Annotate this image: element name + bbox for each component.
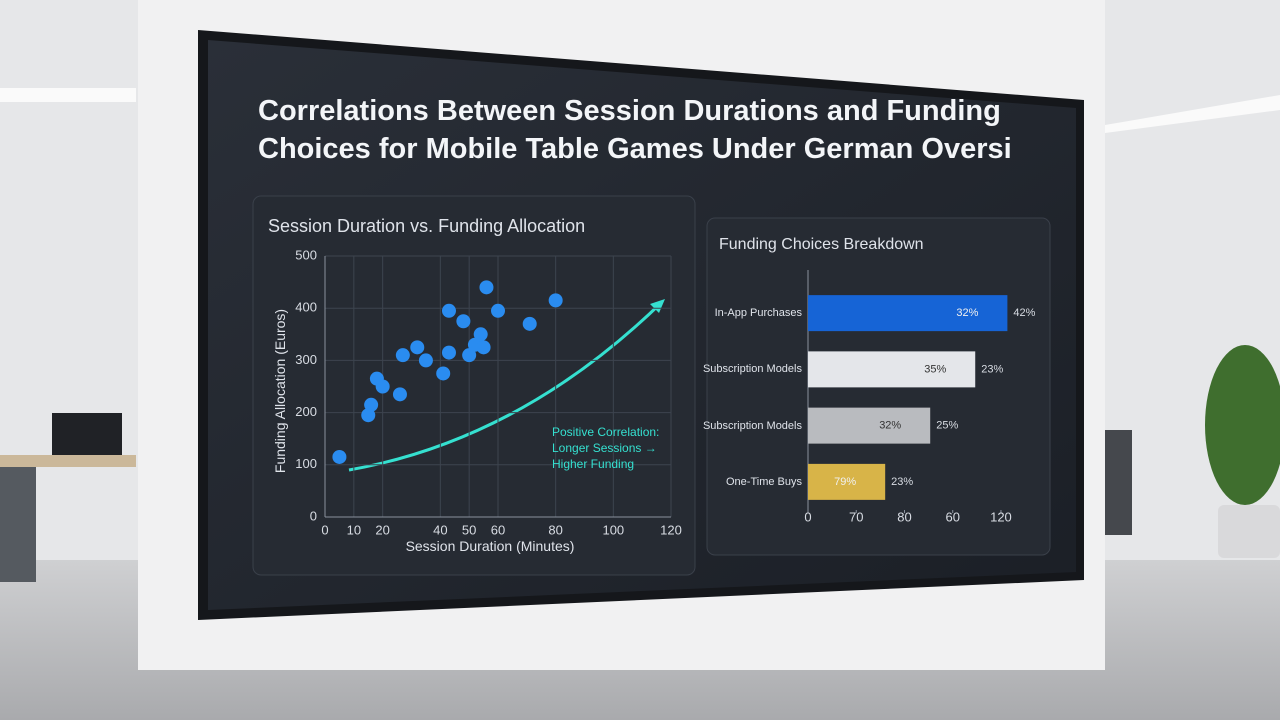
monitor [52,413,122,455]
point [392,387,407,402]
point [522,316,537,331]
bar-inner-label: 35% [924,363,946,375]
x-tick-label: 80 [897,509,911,524]
point [456,314,471,329]
bar-outer-label: 23% [981,363,1003,375]
point [332,449,347,464]
x-tick-label: 50 [462,522,476,537]
y-tick-label: Subscription Models [702,419,802,432]
chart-title: Session Duration vs. Funding Allocation [268,216,586,236]
chart-title: Funding Choices Breakdown [719,236,924,253]
bar-outer-label: 25% [936,420,958,432]
desk [0,455,136,467]
point [462,348,477,363]
x-tick-label: 70 [849,509,863,524]
point [418,353,433,368]
y-tick-label: One-Time Buys [725,475,802,488]
trend-arrow [650,299,665,313]
point [410,340,425,355]
x-tick-label: 20 [375,522,389,537]
point [441,303,456,318]
point [364,397,379,412]
y-tick-label: 200 [295,404,317,419]
y-tick-label: In-App Purchases [714,307,802,320]
point [473,327,488,342]
x-tick-label: 120 [660,522,682,537]
x-tick-label: 40 [433,522,447,537]
page-title: Correlations Between Session Durations a… [258,95,1012,165]
x-tick-label: 60 [491,522,505,537]
x-tick-label: 100 [602,522,624,537]
y-tick-label: 500 [295,247,317,262]
x-axis-label: Session Duration (Minutes) [405,538,575,554]
desk-cabinet [0,467,36,582]
bar-outer-label: 23% [891,476,913,488]
cabinet [1105,430,1132,535]
point [476,340,491,355]
bar [808,351,976,388]
y-tick-label: 0 [310,508,317,523]
point [441,345,456,360]
plant [1205,345,1280,505]
point [436,366,451,381]
y-tick-label: 300 [295,352,317,367]
y-axis-label: Funding Allocation (Euros) [272,308,288,474]
x-tick-label: 0 [321,522,328,537]
x-tick-label: 80 [548,522,562,537]
y-tick-label: 400 [295,300,317,315]
bar-outer-label: 42% [1013,307,1035,319]
point [375,379,390,394]
x-tick-label: 120 [990,509,1012,524]
bar-inner-label: 32% [879,420,901,432]
point [491,303,505,318]
bar [808,463,886,500]
x-tick-label: 10 [347,522,361,537]
point [395,348,410,363]
ceiling-light [0,88,136,102]
panel [252,195,696,576]
y-tick-label: 100 [295,456,317,471]
point [548,293,563,308]
bar-inner-label: 32% [956,307,978,319]
x-tick-label: 60 [945,509,959,524]
point [479,280,494,295]
bar-inner-label: 79% [834,476,856,488]
annotation: Positive Correlation: Longer Sessions → … [552,425,660,471]
x-tick-label: 0 [804,509,811,524]
y-tick-label: Subscription Models [702,363,802,376]
ceiling-light [1105,95,1280,133]
bar [808,295,1008,332]
plant-pot [1218,505,1280,558]
bar [808,407,931,444]
